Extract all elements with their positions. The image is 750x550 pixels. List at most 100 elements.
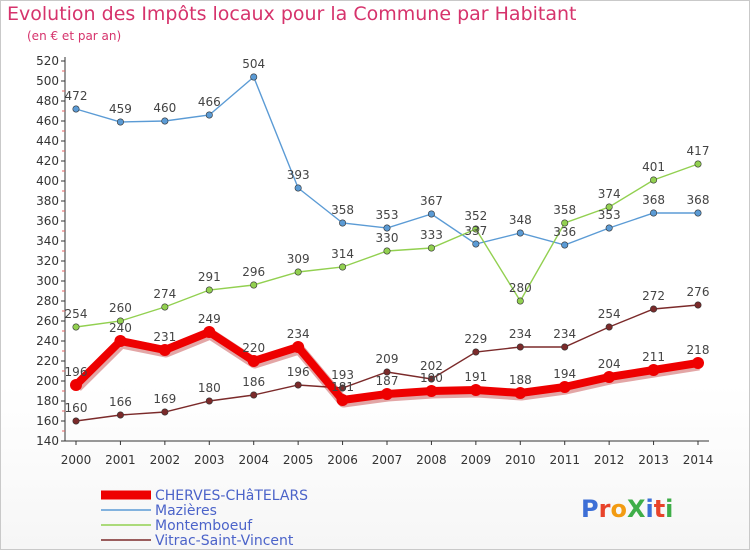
data-label-montemboeuf: 333 bbox=[420, 228, 443, 242]
data-label-mazi-res: 348 bbox=[509, 213, 532, 227]
x-tick-label: 2005 bbox=[283, 453, 314, 467]
data-point-montemboeuf bbox=[694, 160, 702, 168]
data-label-mazi-res: 466 bbox=[198, 95, 221, 109]
data-label-cherves-ch-telars: 204 bbox=[598, 357, 621, 371]
data-point-vitrac-saint-vincent bbox=[650, 305, 658, 313]
x-tick-label: 2009 bbox=[461, 453, 492, 467]
data-point-mazi-res bbox=[561, 241, 569, 249]
y-tick-label: 300 bbox=[36, 274, 59, 288]
data-point-vitrac-saint-vincent bbox=[205, 397, 213, 405]
chart-subtitle: (en € et par an) bbox=[27, 29, 122, 43]
y-tick-label: 160 bbox=[36, 414, 59, 428]
data-point-cherves-ch-telars bbox=[558, 381, 571, 393]
data-label-cherves-ch-telars: 187 bbox=[376, 374, 399, 388]
data-point-cherves-ch-telars bbox=[425, 385, 438, 397]
data-point-mazi-res bbox=[205, 111, 213, 119]
data-label-mazi-res: 358 bbox=[331, 203, 354, 217]
data-point-montemboeuf bbox=[383, 247, 391, 255]
data-point-vitrac-saint-vincent bbox=[250, 391, 258, 399]
data-point-vitrac-saint-vincent bbox=[383, 368, 391, 376]
y-tick-label: 460 bbox=[36, 114, 59, 128]
data-label-vitrac-saint-vincent: 209 bbox=[376, 352, 399, 366]
legend-label-mazi-res: Mazières bbox=[155, 503, 217, 519]
data-label-vitrac-saint-vincent: 186 bbox=[242, 375, 265, 389]
y-tick-label: 320 bbox=[36, 254, 59, 268]
data-point-montemboeuf bbox=[427, 244, 435, 252]
data-point-mazi-res bbox=[427, 210, 435, 218]
data-point-vitrac-saint-vincent bbox=[561, 343, 569, 351]
x-tick-label: 2012 bbox=[594, 453, 625, 467]
data-point-mazi-res bbox=[472, 240, 480, 248]
y-tick-label: 380 bbox=[36, 194, 59, 208]
data-label-vitrac-saint-vincent: 169 bbox=[153, 392, 176, 406]
data-point-montemboeuf bbox=[516, 297, 524, 305]
data-point-montemboeuf bbox=[205, 286, 213, 294]
data-label-mazi-res: 337 bbox=[464, 224, 487, 238]
data-label-montemboeuf: 254 bbox=[65, 307, 88, 321]
y-tick-label: 280 bbox=[36, 294, 59, 308]
x-tick-label: 2006 bbox=[327, 453, 358, 467]
data-point-montemboeuf bbox=[561, 219, 569, 227]
data-point-vitrac-saint-vincent bbox=[294, 381, 302, 389]
data-point-montemboeuf bbox=[339, 263, 347, 271]
data-label-montemboeuf: 280 bbox=[509, 281, 532, 295]
data-point-vitrac-saint-vincent bbox=[161, 408, 169, 416]
data-point-cherves-ch-telars bbox=[603, 371, 616, 383]
data-label-cherves-ch-telars: 240 bbox=[109, 321, 132, 335]
data-labels: 472 459 460 466 504 393 358 353 367 337 348 336 353 3… bbox=[65, 57, 710, 415]
data-label-montemboeuf: 309 bbox=[287, 252, 310, 266]
data-point-montemboeuf bbox=[472, 225, 480, 233]
data-point-montemboeuf bbox=[72, 323, 80, 331]
x-tick-label: 2008 bbox=[416, 453, 447, 467]
data-point-mazi-res bbox=[516, 229, 524, 237]
data-label-vitrac-saint-vincent: 193 bbox=[331, 368, 354, 382]
data-label-mazi-res: 472 bbox=[65, 89, 88, 103]
data-label-montemboeuf: 374 bbox=[598, 187, 621, 201]
data-point-mazi-res bbox=[650, 209, 658, 217]
legend-label-montemboeuf: Montemboeuf bbox=[155, 518, 253, 534]
data-point-vitrac-saint-vincent bbox=[427, 375, 435, 383]
data-point-mazi-res bbox=[72, 105, 80, 113]
data-point-cherves-ch-telars bbox=[514, 387, 527, 399]
y-tick-label: 200 bbox=[36, 374, 59, 388]
data-label-vitrac-saint-vincent: 196 bbox=[287, 365, 310, 379]
data-label-cherves-ch-telars: 234 bbox=[287, 327, 310, 341]
y-tick-label: 360 bbox=[36, 214, 59, 228]
data-label-mazi-res: 367 bbox=[420, 194, 443, 208]
data-label-montemboeuf: 352 bbox=[464, 209, 487, 223]
legend-label-vitrac-saint-vincent: Vitrac-Saint-Vincent bbox=[155, 533, 294, 549]
data-point-mazi-res bbox=[294, 184, 302, 192]
data-label-vitrac-saint-vincent: 254 bbox=[598, 307, 621, 321]
data-point-mazi-res bbox=[605, 224, 613, 232]
data-label-cherves-ch-telars: 181 bbox=[331, 380, 354, 394]
data-point-cherves-ch-telars bbox=[158, 344, 171, 356]
y-tick-label: 520 bbox=[36, 54, 59, 68]
data-label-mazi-res: 353 bbox=[598, 208, 621, 222]
chart-title: Evolution des Impôts locaux pour la Comm… bbox=[7, 3, 577, 25]
data-label-montemboeuf: 314 bbox=[331, 247, 354, 261]
data-point-vitrac-saint-vincent bbox=[339, 384, 347, 392]
data-point-cherves-ch-telars bbox=[692, 357, 704, 369]
data-label-montemboeuf: 260 bbox=[109, 301, 132, 315]
data-label-vitrac-saint-vincent: 229 bbox=[464, 332, 487, 346]
x-tick-label: 2007 bbox=[372, 453, 403, 467]
data-label-montemboeuf: 291 bbox=[198, 270, 221, 284]
data-label-mazi-res: 368 bbox=[687, 193, 710, 207]
data-point-vitrac-saint-vincent bbox=[694, 301, 702, 309]
x-tick-label: 2000 bbox=[61, 453, 92, 467]
legend-label-cherves-ch-telars: CHERVES-CHâTELARS bbox=[155, 488, 308, 504]
data-label-cherves-ch-telars: 194 bbox=[553, 367, 576, 381]
x-tick-label: 2004 bbox=[238, 453, 269, 467]
y-tick-label: 260 bbox=[36, 314, 59, 328]
data-label-montemboeuf: 330 bbox=[376, 231, 399, 245]
x-tick-label: 2014 bbox=[683, 453, 714, 467]
data-label-montemboeuf: 274 bbox=[153, 287, 176, 301]
data-label-cherves-ch-telars: 220 bbox=[242, 341, 265, 355]
x-tick-label: 2011 bbox=[549, 453, 580, 467]
data-point-cherves-ch-telars bbox=[292, 341, 305, 353]
data-label-montemboeuf: 401 bbox=[642, 160, 665, 174]
y-tick-label: 220 bbox=[36, 354, 59, 368]
data-label-vitrac-saint-vincent: 160 bbox=[65, 401, 88, 415]
data-label-mazi-res: 336 bbox=[553, 225, 576, 239]
